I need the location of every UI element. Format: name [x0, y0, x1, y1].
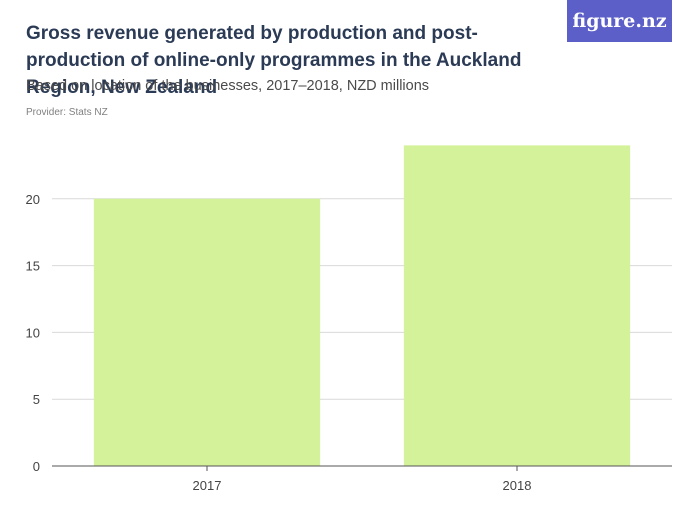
y-tick-label: 0: [33, 459, 40, 474]
y-tick-label: 5: [33, 392, 40, 407]
provider-note: Provider: Stats NZ: [26, 107, 108, 118]
chart-subtitle: Based on location of the businesses, 201…: [26, 78, 430, 94]
y-tick-label: 15: [26, 259, 40, 274]
x-tick-label: 2017: [193, 478, 222, 493]
chart-title: Gross revenue generated by production an…: [26, 23, 522, 98]
bar-2017: [93, 198, 321, 467]
figure-nz-logo[interactable]: figure.nz: [567, 0, 672, 42]
x-tick-label: 2018: [503, 478, 532, 493]
y-tick-label: 10: [26, 325, 40, 340]
bar-2018: [403, 145, 631, 467]
y-tick-label: 20: [26, 192, 40, 207]
